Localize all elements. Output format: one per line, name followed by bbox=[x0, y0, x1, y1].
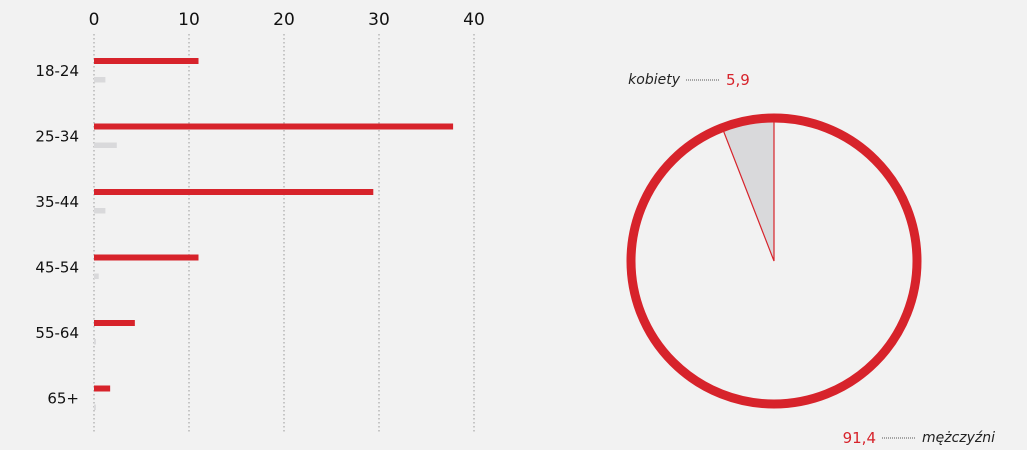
bar-red bbox=[94, 123, 454, 130]
bar-gray bbox=[94, 77, 106, 83]
pie-outline bbox=[626, 113, 922, 409]
category-label: 25-34 bbox=[35, 128, 79, 146]
x-tick-label: 20 bbox=[273, 10, 295, 30]
x-tick-label: 30 bbox=[368, 10, 390, 30]
bar-red bbox=[94, 385, 111, 392]
pie-label-mezczyzni: mężczyźni bbox=[922, 430, 995, 446]
bar-gray bbox=[94, 142, 117, 148]
bar-gray bbox=[94, 273, 99, 279]
bar-red bbox=[94, 189, 374, 195]
bar-gray bbox=[94, 208, 106, 214]
category-label: 55-64 bbox=[35, 324, 79, 342]
bar-gray bbox=[94, 339, 96, 345]
bar-red bbox=[94, 320, 135, 326]
bar-red bbox=[94, 254, 199, 261]
x-tick-label: 10 bbox=[178, 10, 200, 30]
category-label: 45-54 bbox=[35, 259, 79, 277]
pie-label-kobiety: kobiety bbox=[628, 72, 681, 88]
pie-value-mezczyzni: 91,4 bbox=[843, 429, 876, 447]
category-label: 18-24 bbox=[35, 62, 79, 80]
age-bar-chart: 0 10 20 30 40 18-24 25-34 35-44 45-54 55-64 65+ bbox=[35, 10, 485, 432]
x-tick-label: 40 bbox=[463, 10, 485, 30]
category-label: 35-44 bbox=[35, 193, 79, 211]
x-tick-label: 0 bbox=[89, 10, 100, 30]
category-label: 65+ bbox=[47, 390, 79, 408]
bar-red bbox=[94, 58, 199, 64]
bar-gray bbox=[94, 404, 96, 410]
pie-value-kobiety: 5,9 bbox=[726, 71, 750, 89]
